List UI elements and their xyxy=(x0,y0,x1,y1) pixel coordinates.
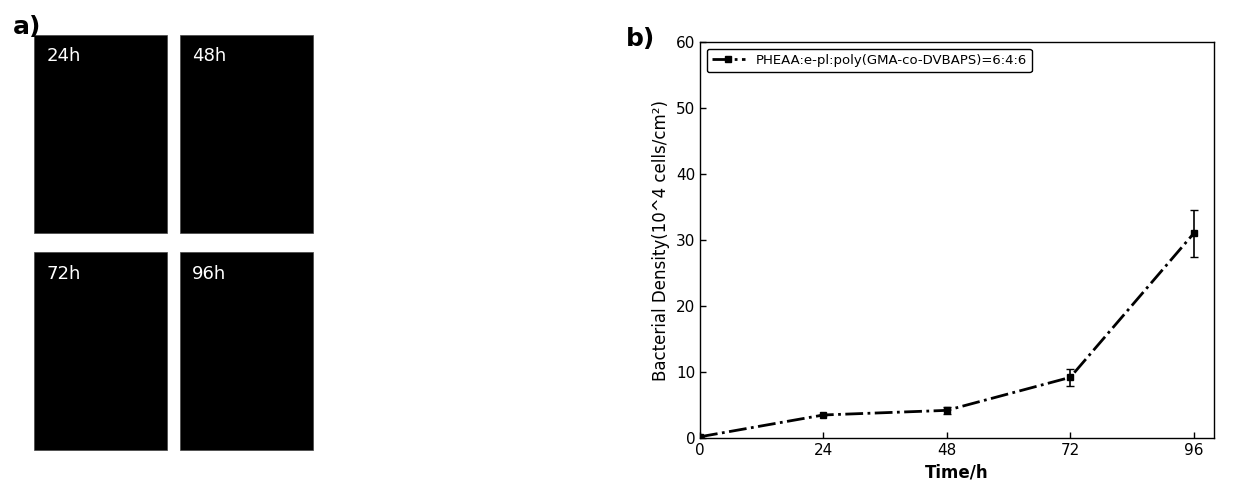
Text: 96h: 96h xyxy=(192,265,227,283)
Bar xyxy=(180,35,312,233)
Legend: PHEAA:e-pl:poly(GMA-co-DVBAPS)=6:4:6: PHEAA:e-pl:poly(GMA-co-DVBAPS)=6:4:6 xyxy=(706,49,1032,72)
Bar xyxy=(33,35,167,233)
Text: b): b) xyxy=(626,27,655,51)
Text: 72h: 72h xyxy=(47,265,81,283)
Y-axis label: Bacterial Density(10^4 cells/cm²): Bacterial Density(10^4 cells/cm²) xyxy=(652,99,670,381)
Bar xyxy=(180,252,312,450)
Text: a): a) xyxy=(12,15,41,39)
Bar xyxy=(33,252,167,450)
Text: 24h: 24h xyxy=(47,47,81,65)
Text: 48h: 48h xyxy=(192,47,227,65)
X-axis label: Time/h: Time/h xyxy=(926,463,989,482)
